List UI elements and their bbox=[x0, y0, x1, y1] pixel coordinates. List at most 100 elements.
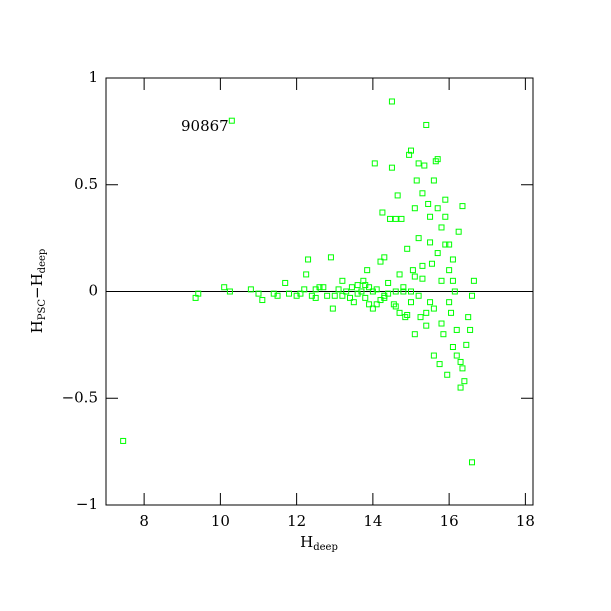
point bbox=[415, 160, 422, 167]
point bbox=[428, 260, 435, 267]
y-tick-label: 1 bbox=[88, 68, 98, 86]
point bbox=[470, 277, 477, 284]
y-tick-label: 0 bbox=[88, 282, 98, 300]
point bbox=[434, 156, 441, 163]
point bbox=[413, 177, 420, 184]
point bbox=[274, 292, 281, 299]
point bbox=[446, 267, 453, 274]
point bbox=[303, 271, 310, 278]
point bbox=[312, 294, 319, 301]
point bbox=[327, 254, 334, 261]
point bbox=[467, 326, 474, 333]
point bbox=[339, 277, 346, 284]
point bbox=[449, 277, 456, 284]
y-label-sub2: deep bbox=[37, 249, 48, 274]
point bbox=[305, 256, 312, 263]
x-tick-label: 8 bbox=[139, 512, 149, 530]
point bbox=[411, 331, 418, 338]
point bbox=[419, 262, 426, 269]
point bbox=[400, 288, 407, 295]
x-label-main: H bbox=[300, 533, 313, 551]
point bbox=[331, 292, 338, 299]
point bbox=[438, 277, 445, 284]
point bbox=[387, 215, 394, 222]
point bbox=[440, 331, 447, 338]
point bbox=[419, 190, 426, 197]
point bbox=[385, 290, 392, 297]
x-tick-label: 10 bbox=[211, 512, 230, 530]
point bbox=[247, 286, 254, 293]
point bbox=[350, 299, 357, 306]
point bbox=[415, 292, 422, 299]
point bbox=[392, 303, 399, 310]
point bbox=[449, 256, 456, 263]
point bbox=[335, 286, 342, 293]
point bbox=[427, 299, 434, 306]
point bbox=[442, 241, 449, 248]
point bbox=[469, 292, 475, 299]
point bbox=[461, 378, 468, 385]
point bbox=[221, 284, 228, 291]
point bbox=[394, 192, 401, 199]
point bbox=[388, 98, 395, 105]
point bbox=[396, 309, 403, 316]
point bbox=[408, 299, 414, 306]
point bbox=[316, 284, 323, 291]
point bbox=[406, 151, 413, 158]
point bbox=[404, 245, 411, 252]
point bbox=[381, 254, 388, 261]
point bbox=[329, 305, 336, 312]
point bbox=[415, 235, 422, 242]
point bbox=[398, 215, 405, 222]
point bbox=[436, 361, 443, 368]
point bbox=[446, 241, 453, 248]
point bbox=[423, 121, 430, 128]
point bbox=[455, 228, 462, 235]
point bbox=[419, 275, 426, 282]
point bbox=[430, 177, 437, 184]
point bbox=[381, 294, 388, 301]
point bbox=[400, 284, 407, 291]
point bbox=[408, 147, 414, 154]
point bbox=[408, 288, 414, 295]
point bbox=[228, 117, 235, 124]
y-tick-label: −0.5 bbox=[62, 388, 98, 406]
point bbox=[430, 352, 437, 359]
point bbox=[438, 320, 445, 327]
point bbox=[457, 358, 464, 365]
point bbox=[438, 224, 445, 231]
y-label-sub: PSC bbox=[37, 299, 48, 321]
point bbox=[320, 284, 327, 291]
point bbox=[448, 309, 455, 316]
point bbox=[354, 282, 361, 289]
point bbox=[469, 459, 475, 466]
point bbox=[377, 258, 384, 265]
point bbox=[364, 267, 371, 274]
point bbox=[369, 305, 376, 312]
point bbox=[427, 213, 434, 220]
point bbox=[347, 294, 353, 301]
point bbox=[434, 205, 441, 212]
point bbox=[259, 297, 266, 304]
point bbox=[369, 288, 376, 295]
point bbox=[423, 309, 430, 316]
point bbox=[444, 371, 451, 378]
x-tick-label: 14 bbox=[363, 512, 382, 530]
y-label-main2: −H bbox=[28, 273, 46, 299]
point bbox=[442, 213, 449, 220]
point bbox=[255, 290, 262, 297]
point bbox=[425, 200, 432, 207]
point bbox=[459, 203, 466, 210]
point bbox=[362, 282, 369, 289]
point bbox=[286, 290, 292, 297]
point bbox=[396, 271, 403, 278]
point bbox=[434, 250, 441, 257]
point bbox=[379, 209, 386, 216]
point bbox=[446, 299, 453, 306]
point bbox=[324, 292, 331, 299]
point bbox=[392, 215, 399, 222]
x-tick-label: 16 bbox=[440, 512, 459, 530]
point bbox=[430, 305, 437, 312]
x-tick-label: 18 bbox=[516, 512, 535, 530]
